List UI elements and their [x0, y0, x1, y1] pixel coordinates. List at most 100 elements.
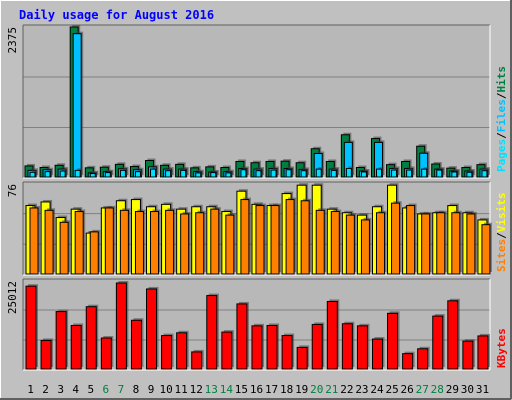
kbytes-bar — [266, 324, 278, 370]
kbytes-bar — [191, 351, 203, 370]
day-label: 11 — [175, 383, 188, 396]
day-label: 31 — [476, 383, 489, 396]
sites-bar — [165, 209, 175, 275]
kbytes-bar — [462, 340, 474, 370]
kbytes-bar — [417, 348, 429, 370]
sites-bar — [44, 209, 54, 275]
kbytes-panel: 25012 KBytes — [6, 278, 508, 371]
sites-bar — [421, 213, 431, 275]
sites-bar — [59, 221, 69, 275]
day-label: 27 — [416, 383, 429, 396]
sites-bar — [345, 214, 355, 275]
day-label: 14 — [220, 383, 234, 396]
day-label: 23 — [355, 383, 368, 396]
kbytes-bar — [85, 306, 97, 370]
day-label: 4 — [72, 383, 79, 396]
day-label: 10 — [159, 383, 172, 396]
y-max-label: 25012 — [6, 281, 19, 314]
day-label: 19 — [295, 383, 308, 396]
pages-bar — [315, 168, 322, 178]
kbytes-bar — [281, 335, 293, 370]
day-label: 9 — [148, 383, 155, 396]
kbytes-bar — [236, 303, 248, 370]
chart-title: Daily usage for August 2016 — [19, 8, 214, 22]
pages-bar — [195, 172, 202, 178]
pages-bar — [44, 171, 51, 178]
pages-bar — [150, 168, 157, 178]
pages-bar — [300, 170, 307, 178]
kbytes-bar — [402, 353, 414, 370]
kbytes-bar — [477, 335, 489, 370]
day-label: 13 — [205, 383, 218, 396]
legend-entry: KBytes — [495, 328, 508, 368]
sites-bar — [300, 200, 310, 275]
pages-bar — [421, 168, 428, 178]
legend: KBytes — [495, 328, 508, 368]
sites-bar — [119, 209, 129, 275]
day-label: 29 — [446, 383, 459, 396]
day-label: 3 — [57, 383, 64, 396]
sites-bar — [134, 211, 144, 275]
kbytes-bar — [432, 315, 444, 370]
y-max-label: 2375 — [6, 27, 19, 54]
pages-bar — [451, 171, 458, 178]
sites-bar — [150, 211, 160, 275]
pages-bar — [255, 170, 262, 178]
kbytes-bar — [206, 295, 218, 370]
day-label: 8 — [133, 383, 140, 396]
legend: Sites/Visits — [495, 193, 508, 273]
plot-area — [23, 25, 490, 178]
pages-bar — [481, 170, 488, 178]
sites-bar — [285, 199, 295, 275]
sites-bar — [195, 212, 205, 275]
sites-bar — [225, 214, 235, 275]
pages-bar — [391, 169, 398, 178]
sites-bar — [180, 213, 190, 275]
kbytes-bar — [55, 311, 67, 370]
legend-entry: Files — [495, 99, 508, 132]
pages-bar — [436, 169, 443, 178]
sites-bar — [406, 205, 416, 275]
sites-bar — [481, 224, 491, 275]
pages-bar — [89, 173, 96, 178]
kbytes-bar — [161, 335, 173, 370]
day-label: 30 — [461, 383, 474, 396]
day-label: 22 — [340, 383, 353, 396]
pages-bar — [210, 172, 217, 178]
pages-bar — [270, 169, 277, 178]
sites-bar — [74, 211, 84, 275]
day-label: 16 — [250, 383, 263, 396]
sites-bar — [104, 207, 114, 275]
sites-bar — [330, 211, 340, 275]
kbytes-bar — [115, 282, 127, 370]
pages-bar — [240, 169, 247, 178]
sites-visits-panel: 76 Sites/Visits — [6, 181, 508, 276]
sites-bar — [89, 231, 99, 275]
sites-bar — [391, 202, 401, 275]
sites-bar — [451, 212, 461, 275]
files-bar — [72, 33, 82, 178]
legend: Pages/Files/Hits — [495, 66, 508, 172]
pages-bar — [119, 169, 126, 178]
sites-bar — [436, 212, 446, 275]
kbytes-bar — [311, 323, 323, 370]
pages-bar — [29, 171, 36, 178]
day-label: 7 — [118, 383, 125, 396]
pages-bar — [360, 171, 367, 178]
kbytes-bar — [221, 331, 233, 370]
hits-files-pages-panel: 2375 Pages/Files/Hits — [6, 24, 508, 179]
legend-entry: Hits — [495, 66, 508, 93]
pages-bar — [104, 172, 111, 178]
kbytes-bar — [296, 346, 308, 370]
pages-bar — [330, 169, 337, 178]
pages-bar — [375, 168, 382, 178]
kbytes-bar — [371, 338, 383, 370]
day-axis-labels: 1 2 3 4 5 6 7 8 9 10 11 12 13 14 15 16 17 18 19 20 21 22 23 24 2… — [27, 383, 489, 396]
day-label: 20 — [310, 383, 323, 396]
day-label: 1 — [27, 383, 34, 396]
pages-bar — [345, 167, 352, 178]
day-label: 17 — [265, 383, 278, 396]
legend-entry: Pages — [495, 139, 508, 172]
kbytes-bar — [341, 323, 353, 370]
